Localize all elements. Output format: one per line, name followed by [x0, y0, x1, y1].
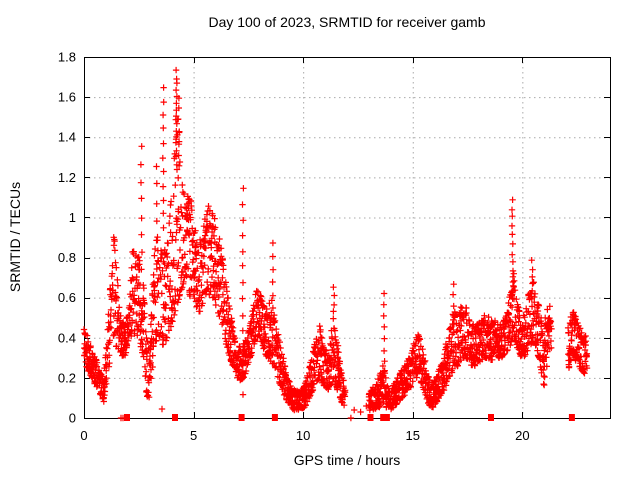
x-tick-label: 15: [406, 428, 420, 443]
gap-markers: [124, 414, 575, 421]
chart-title: Day 100 of 2023, SRMTID for receiver gam…: [208, 14, 486, 30]
y-tick-label: 1.4: [58, 130, 76, 145]
x-tick-label: 20: [515, 428, 529, 443]
y-tick-label: 1: [69, 210, 76, 225]
data-points: [80, 66, 591, 422]
y-tick-label: 0.4: [58, 330, 76, 345]
y-tick-label: 1.8: [58, 50, 76, 65]
y-tick-labels: 0 0.2 0.4 0.6 0.8 1 1.2 1.4 1.6 1.8: [58, 50, 76, 426]
x-axis-label: GPS time / hours: [293, 452, 401, 468]
tick-marks: [84, 57, 610, 419]
y-tick-label: 1.6: [58, 90, 76, 105]
x-tick-label: 5: [190, 428, 197, 443]
grid-lines: [84, 57, 610, 418]
axis-square-marker: [172, 414, 178, 421]
axis-square-marker: [238, 414, 245, 421]
x-tick-label: 0: [80, 428, 87, 443]
y-tick-label: 0: [69, 411, 76, 426]
x-tick-labels: 0 5 10 15 20: [80, 428, 529, 443]
axis-square-marker: [380, 414, 387, 421]
axis-square-marker: [271, 414, 278, 421]
y-tick-label: 1.2: [58, 170, 76, 185]
axis-square-marker: [568, 414, 575, 421]
y-tick-label: 0.8: [58, 250, 76, 265]
y-tick-label: 0.6: [58, 290, 76, 305]
axis-square-marker: [488, 414, 494, 421]
x-tick-label: 10: [296, 428, 310, 443]
axis-square-marker: [383, 414, 390, 421]
axis-square-marker: [367, 414, 374, 421]
axis-border: [84, 57, 611, 419]
axis-square-marker: [124, 414, 130, 421]
y-tick-label: 0.2: [58, 370, 76, 385]
